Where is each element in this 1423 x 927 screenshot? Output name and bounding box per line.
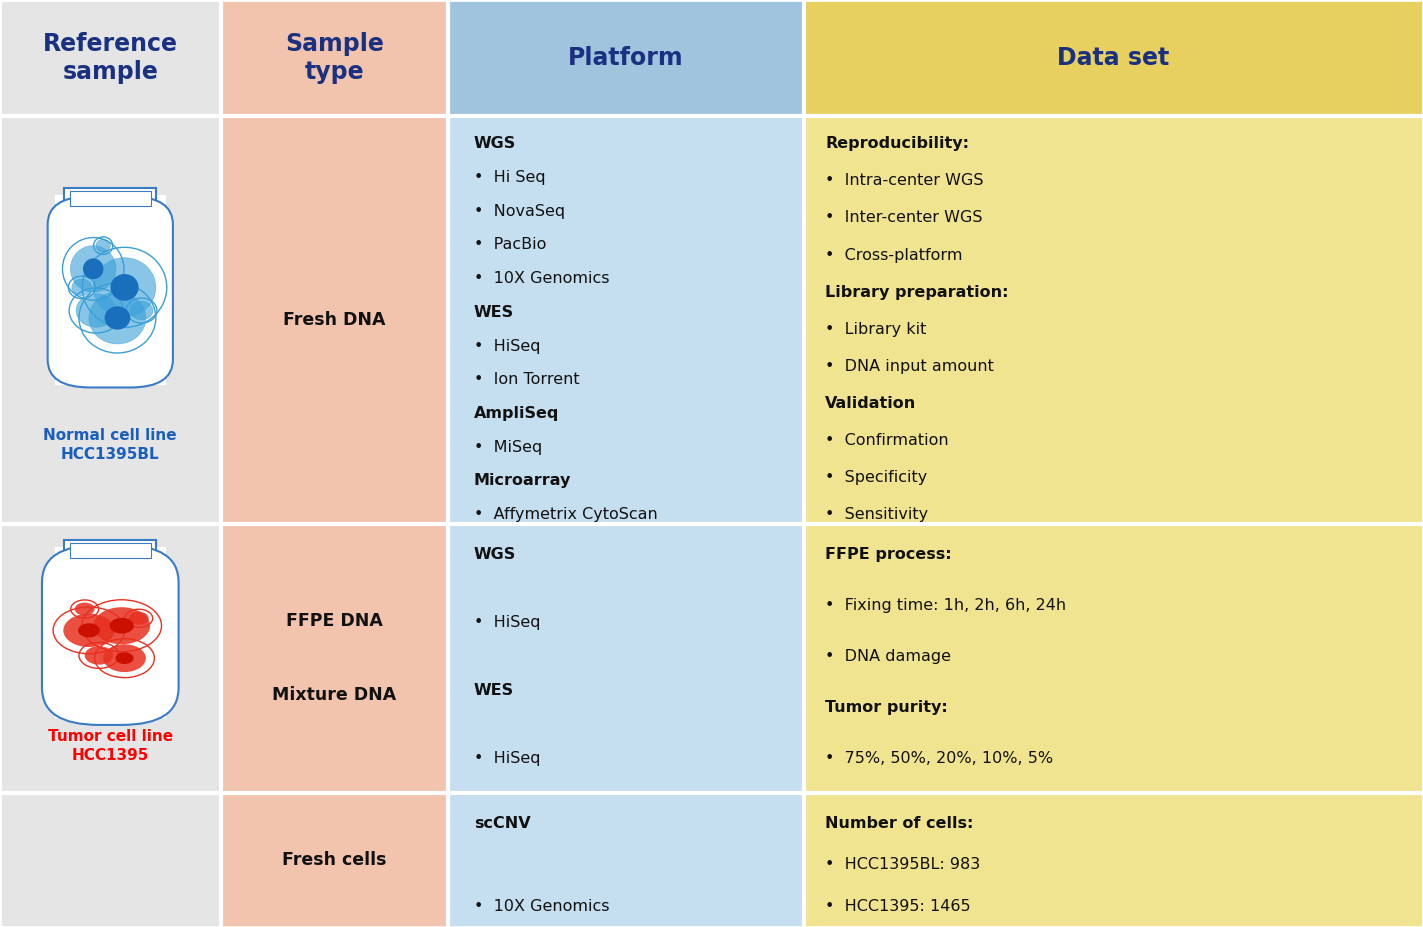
Text: •  Fixing time: 1h, 2h, 6h, 24h: • Fixing time: 1h, 2h, 6h, 24h	[825, 598, 1066, 613]
FancyBboxPatch shape	[64, 188, 157, 209]
Text: •  Intra-center WGS: • Intra-center WGS	[825, 173, 983, 188]
Text: Tumor purity:: Tumor purity:	[825, 700, 948, 715]
Text: Library preparation:: Library preparation:	[825, 285, 1009, 299]
Text: •  Cross-platform: • Cross-platform	[825, 248, 963, 262]
FancyBboxPatch shape	[54, 195, 165, 385]
FancyBboxPatch shape	[43, 545, 179, 725]
Text: •  Inter-center WGS: • Inter-center WGS	[825, 210, 983, 225]
Text: Fresh DNA: Fresh DNA	[283, 311, 386, 329]
Text: WES: WES	[474, 683, 514, 698]
FancyBboxPatch shape	[804, 793, 1423, 927]
Text: FFPE process:: FFPE process:	[825, 547, 952, 562]
Text: Tumor cell line
HCC1395: Tumor cell line HCC1395	[48, 730, 172, 763]
FancyBboxPatch shape	[448, 793, 804, 927]
Text: •  HiSeq: • HiSeq	[474, 615, 541, 630]
Ellipse shape	[88, 292, 147, 344]
Ellipse shape	[92, 607, 151, 644]
Text: Reproducibility:: Reproducibility:	[825, 136, 969, 151]
Text: WGS: WGS	[474, 136, 517, 151]
Text: •  10X Genomics: • 10X Genomics	[474, 899, 609, 914]
Text: •  75%, 50%, 20%, 10%, 5%: • 75%, 50%, 20%, 10%, 5%	[825, 751, 1053, 766]
Text: Validation: Validation	[825, 396, 916, 411]
FancyBboxPatch shape	[448, 524, 804, 793]
Ellipse shape	[77, 294, 117, 327]
Text: Fresh cells: Fresh cells	[282, 851, 387, 869]
Ellipse shape	[105, 306, 131, 330]
Text: •  MiSeq: • MiSeq	[474, 439, 542, 454]
Text: •  Hi Seq: • Hi Seq	[474, 170, 545, 185]
Text: •  Confirmation: • Confirmation	[825, 433, 949, 448]
FancyBboxPatch shape	[0, 0, 221, 116]
Ellipse shape	[74, 603, 94, 616]
FancyBboxPatch shape	[221, 793, 448, 927]
Text: •  Affymetrix CytoScan: • Affymetrix CytoScan	[474, 507, 657, 522]
Ellipse shape	[85, 646, 114, 665]
Ellipse shape	[110, 617, 134, 634]
Ellipse shape	[92, 258, 155, 317]
Text: •  10X Genomics: • 10X Genomics	[474, 271, 609, 286]
Text: •  Ion Torrent: • Ion Torrent	[474, 373, 579, 387]
FancyBboxPatch shape	[48, 197, 174, 387]
Text: Microarray: Microarray	[474, 474, 571, 489]
Ellipse shape	[95, 239, 110, 252]
Text: scCNV: scCNV	[474, 816, 531, 831]
FancyBboxPatch shape	[221, 116, 448, 524]
Text: Platform: Platform	[568, 46, 684, 70]
Ellipse shape	[64, 614, 114, 647]
Text: •  Specificity: • Specificity	[825, 470, 928, 485]
Text: Sample
type: Sample type	[285, 32, 384, 83]
Ellipse shape	[111, 274, 138, 300]
Text: •  HCC1395BL: 983: • HCC1395BL: 983	[825, 857, 980, 872]
Text: •  HiSeq: • HiSeq	[474, 751, 541, 766]
Text: Normal cell line
HCC1395BL: Normal cell line HCC1395BL	[44, 428, 176, 462]
FancyBboxPatch shape	[0, 116, 221, 524]
Text: •  PacBio: • PacBio	[474, 237, 546, 252]
FancyBboxPatch shape	[448, 0, 804, 116]
FancyBboxPatch shape	[221, 0, 448, 116]
Text: Data set: Data set	[1057, 46, 1170, 70]
Text: Mixture DNA: Mixture DNA	[272, 686, 397, 705]
Ellipse shape	[131, 301, 154, 320]
Text: •  NovaSeq: • NovaSeq	[474, 204, 565, 219]
Text: •  Sensitivity: • Sensitivity	[825, 507, 928, 522]
FancyBboxPatch shape	[70, 543, 151, 558]
FancyBboxPatch shape	[804, 524, 1423, 793]
Ellipse shape	[83, 259, 104, 279]
Text: •  HiSeq: • HiSeq	[474, 338, 541, 353]
Text: •  DNA damage: • DNA damage	[825, 649, 952, 664]
FancyBboxPatch shape	[804, 0, 1423, 116]
Ellipse shape	[78, 623, 100, 638]
Ellipse shape	[102, 644, 145, 672]
FancyBboxPatch shape	[70, 191, 151, 206]
Text: Reference
sample: Reference sample	[43, 32, 178, 83]
Text: •  Library kit: • Library kit	[825, 322, 926, 337]
Ellipse shape	[115, 653, 134, 664]
Text: •  DNA input amount: • DNA input amount	[825, 359, 995, 374]
Text: AmpliSeq: AmpliSeq	[474, 406, 559, 421]
Text: •  HCC1395: 1465: • HCC1395: 1465	[825, 899, 970, 914]
Text: WES: WES	[474, 305, 514, 320]
FancyBboxPatch shape	[221, 524, 448, 793]
FancyBboxPatch shape	[0, 524, 221, 793]
Ellipse shape	[128, 612, 149, 625]
FancyBboxPatch shape	[448, 116, 804, 524]
FancyBboxPatch shape	[54, 547, 165, 718]
Text: WGS: WGS	[474, 547, 517, 562]
FancyBboxPatch shape	[0, 793, 221, 927]
Text: Number of cells:: Number of cells:	[825, 816, 973, 831]
FancyBboxPatch shape	[64, 540, 157, 561]
Ellipse shape	[71, 246, 117, 292]
FancyBboxPatch shape	[804, 116, 1423, 524]
Text: FFPE DNA: FFPE DNA	[286, 612, 383, 630]
Ellipse shape	[71, 279, 91, 296]
